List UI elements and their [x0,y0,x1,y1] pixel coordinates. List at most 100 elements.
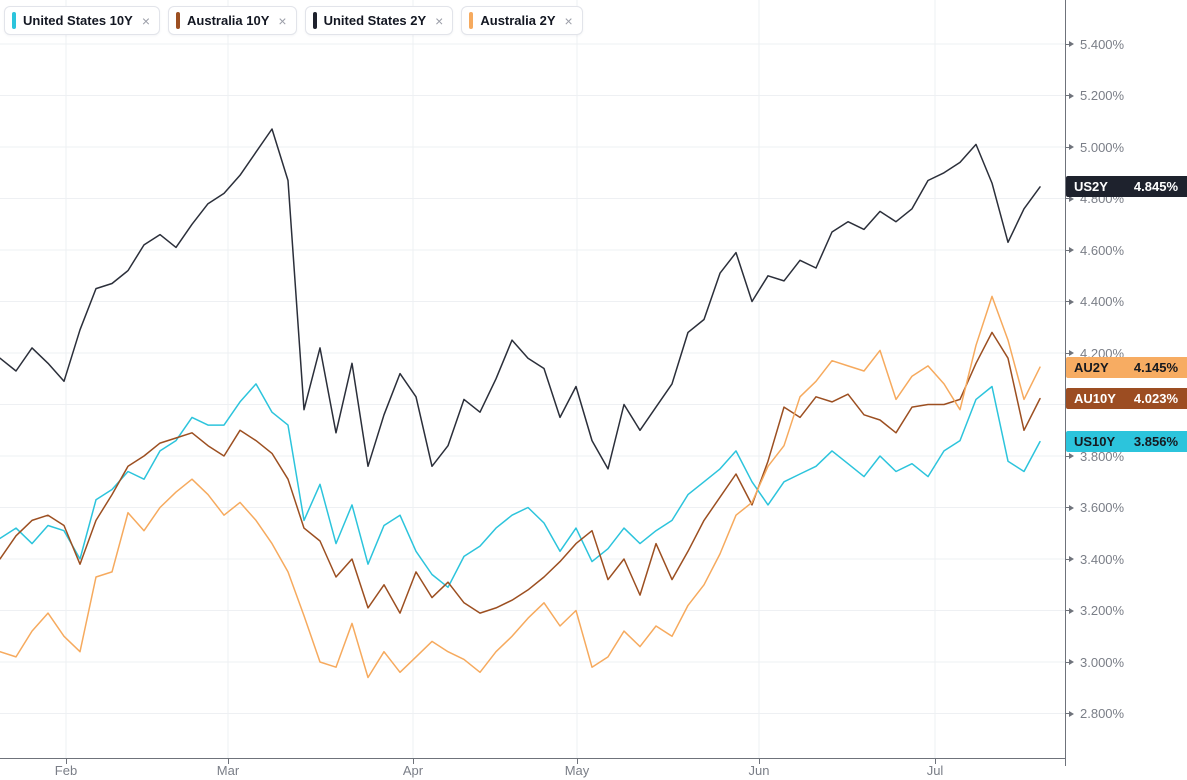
series-line-au10y[interactable] [0,331,1041,614]
tick-arrow-icon [1069,350,1074,356]
tick-mark-icon [1065,198,1069,199]
y-axis-label: 2.800% [1080,706,1125,721]
series-color-bar [469,12,474,29]
close-icon[interactable]: × [278,12,287,29]
legend-chip-us10y[interactable]: United States 10Y × [4,6,161,35]
y-axis-tick: 3.000% [1065,654,1124,670]
series-color-bar [176,12,181,29]
x-axis-line [0,758,1066,759]
y-axis-tick: 3.200% [1065,603,1124,619]
chart-plot-area[interactable] [0,0,1065,758]
x-axis-tick [228,759,229,764]
price-label-value: 3.856% [1133,434,1178,450]
close-icon[interactable]: × [435,12,444,29]
close-icon[interactable]: × [564,12,573,29]
tick-mark-icon [1065,249,1069,251]
chart-canvas[interactable] [0,0,1065,758]
price-label-us2y: US2Y 4.845% [1066,176,1187,198]
y-axis-line [1065,0,1066,766]
y-axis-label: 5.000% [1080,139,1125,155]
y-axis-tick: 2.800% [1065,706,1124,722]
tick-mark-icon [1065,661,1069,663]
y-axis-label: 5.200% [1080,88,1125,103]
y-axis-label: 3.000% [1080,654,1125,670]
price-label-ticker: US10Y [1074,434,1116,450]
x-axis-tick [577,759,578,764]
tick-mark-icon [1065,95,1069,96]
price-label-ticker: US2Y [1074,179,1108,195]
y-axis-tick: 5.000% [1065,139,1124,155]
x-axis-label: Jun [748,763,770,778]
tick-mark-icon [1065,352,1069,354]
price-label-value: 4.023% [1133,391,1178,407]
tick-mark-icon [1065,146,1069,148]
tick-mark-icon [1065,455,1069,457]
series-color-bar [12,12,16,29]
y-axis-tick: 5.200% [1065,88,1124,104]
price-label-value: 4.845% [1133,179,1178,195]
y-axis[interactable]: 5.400% 5.200% 5.000% 4.800% 4.600% 4.400% 4.20… [1065,0,1187,758]
tick-mark-icon [1065,610,1069,611]
x-axis-tick [759,759,760,764]
tick-mark-icon [1065,713,1069,714]
x-axis-tick [935,759,936,764]
tick-arrow-icon [1069,659,1074,665]
y-axis-tick: 4.600% [1065,242,1124,258]
tick-arrow-icon [1069,710,1074,717]
price-label-au10y: AU10Y 4.023% [1066,388,1187,410]
y-axis-label: 4.400% [1080,294,1125,309]
legend-bar: United States 10Y × Australia 10Y × United S… [4,6,583,35]
y-axis-label: 4.600% [1080,242,1125,258]
series-line-us10y[interactable] [0,383,1041,589]
tick-mark-icon [1065,43,1069,45]
y-axis-label: 3.800% [1080,448,1125,464]
tick-arrow-icon [1069,92,1074,99]
axis-corner [1066,759,1187,780]
series-line-us2y[interactable] [0,128,1041,470]
tick-mark-icon [1065,507,1069,508]
y-axis-label: 3.600% [1080,500,1125,515]
tick-arrow-icon [1069,504,1074,511]
y-axis-tick: 3.800% [1065,448,1124,464]
y-axis-label: 3.200% [1080,603,1125,618]
series-color-bar [312,12,317,29]
y-axis-tick: 3.400% [1065,551,1124,567]
tick-arrow-icon [1069,453,1074,459]
price-label-value: 4.145% [1133,359,1178,375]
x-axis-label: Mar [216,763,240,778]
series-line-au2y[interactable] [0,295,1041,679]
price-label-au2y: AU2Y 4.145% [1066,356,1187,378]
tick-arrow-icon [1069,195,1074,202]
x-axis-tick [66,759,67,764]
y-axis-label: 3.400% [1080,551,1125,567]
legend-chip-us2y[interactable]: United States 2Y × [304,6,454,35]
tick-arrow-icon [1069,556,1074,562]
x-axis-label: Feb [54,763,78,778]
x-axis-label: Apr [402,763,424,778]
tick-arrow-icon [1069,607,1074,614]
tick-arrow-icon [1069,41,1074,47]
close-icon[interactable]: × [141,12,151,29]
legend-chip-au10y[interactable]: Australia 10Y × [168,6,297,35]
y-axis-label: 5.400% [1080,36,1125,52]
tick-mark-icon [1065,301,1069,302]
legend-chip-label: United States 2Y [323,13,427,28]
legend-chip-label: Australia 10Y [187,13,270,28]
y-axis-tick: 4.400% [1065,294,1124,310]
tick-arrow-icon [1069,298,1074,305]
x-axis-tick [413,759,414,764]
price-label-ticker: AU10Y [1074,391,1116,407]
y-axis-tick: 5.400% [1065,36,1124,52]
price-label-us10y: US10Y 3.856% [1066,431,1187,453]
price-label-ticker: AU2Y [1074,359,1109,375]
legend-chip-label: Australia 2Y [480,13,556,28]
x-axis-label: Jul [926,763,944,778]
y-axis-tick: 3.600% [1065,500,1124,516]
tick-mark-icon [1065,558,1069,560]
x-axis-label: May [564,763,590,778]
legend-chip-au2y[interactable]: Australia 2Y × [461,6,583,35]
x-axis[interactable]: Feb Mar Apr May Jun Jul [0,758,1065,780]
tick-arrow-icon [1069,247,1074,253]
tick-arrow-icon [1069,144,1074,150]
